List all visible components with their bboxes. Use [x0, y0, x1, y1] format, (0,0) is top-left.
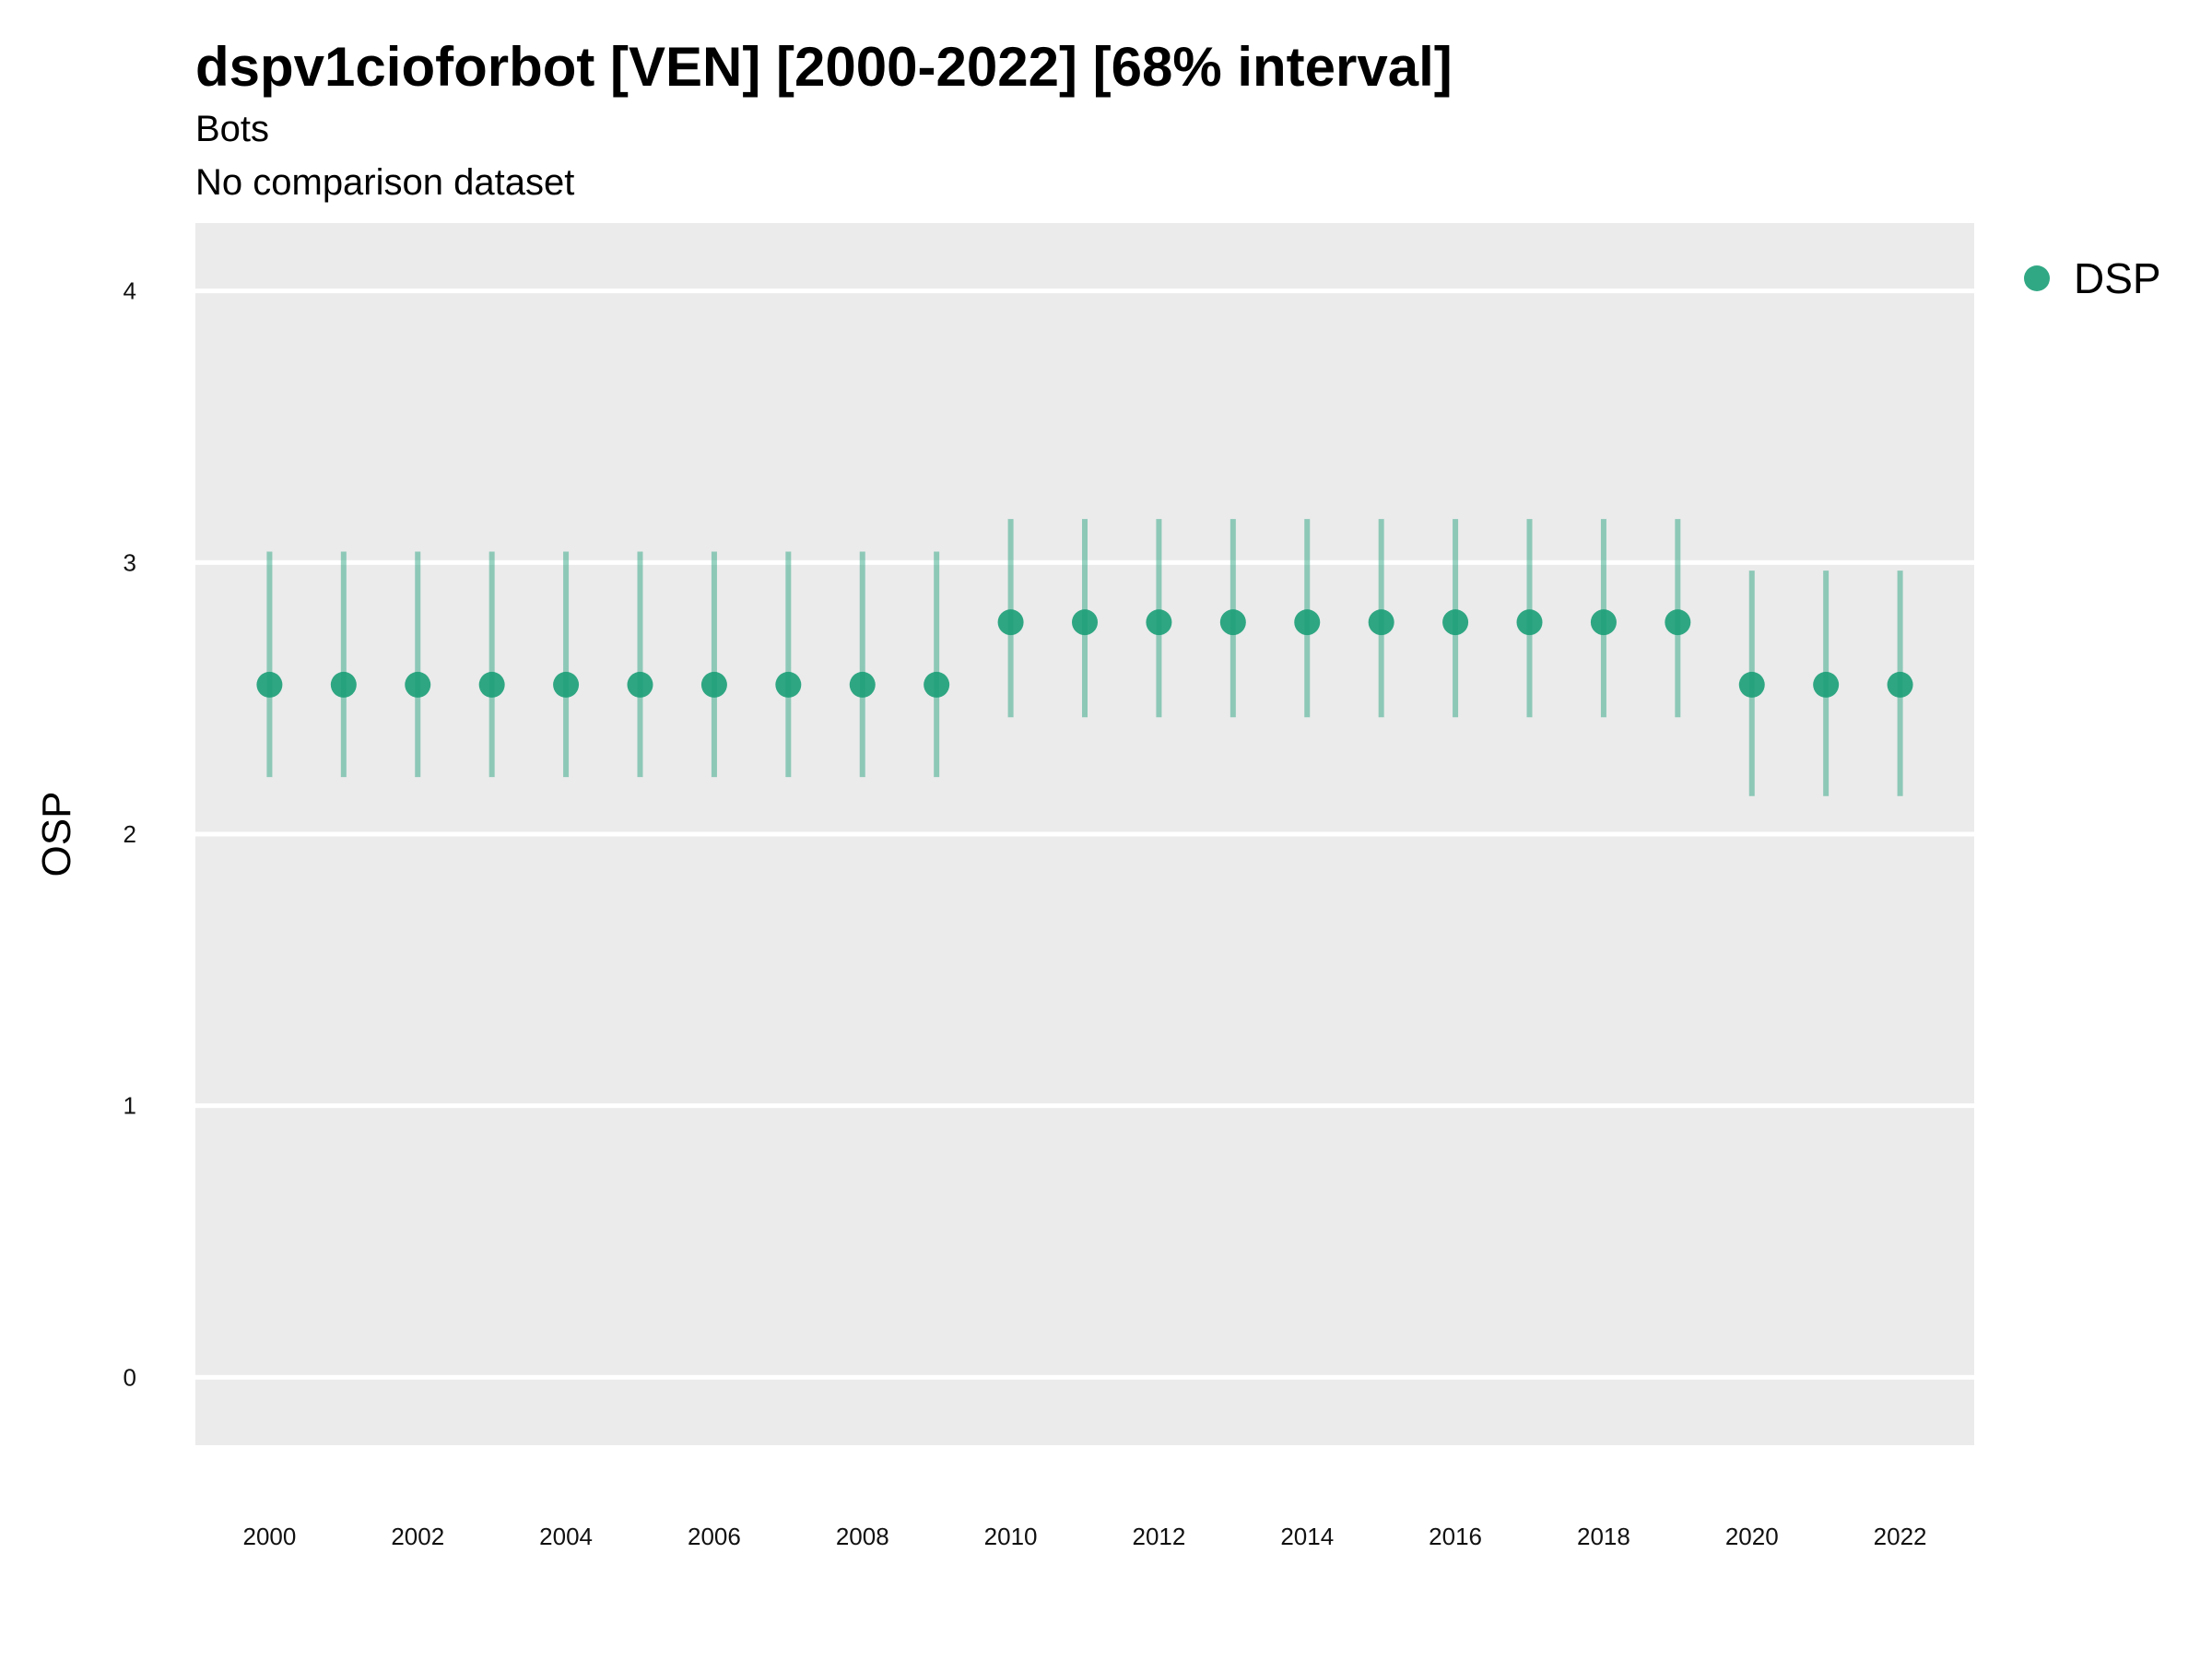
data-point-2018	[1590, 609, 1617, 636]
data-point-2016	[1442, 609, 1469, 636]
data-point-2011	[1072, 609, 1098, 636]
x-tick-label-2010: 2010	[984, 1523, 1038, 1550]
chart-caption: No comparison dataset	[195, 162, 575, 203]
data-point-2017	[1516, 609, 1543, 636]
data-point-2014	[1294, 609, 1321, 636]
x-tick-label-2014: 2014	[1280, 1523, 1334, 1550]
data-point-2013	[1219, 609, 1246, 636]
x-tick-label-2012: 2012	[1132, 1523, 1185, 1550]
data-point-2010	[997, 609, 1024, 636]
data-point-2012	[1146, 609, 1172, 636]
x-tick-label-2000: 2000	[242, 1523, 296, 1550]
y-tick-label-2: 2	[124, 820, 136, 848]
data-point-2019	[1665, 609, 1691, 636]
y-tick-label-4: 4	[124, 277, 136, 305]
data-point-2004	[553, 671, 580, 698]
y-tick-label-1: 1	[124, 1092, 136, 1120]
chart-title: dspv1cioforbot [VEN] [2000-2022] [68% in…	[195, 36, 1453, 98]
x-tick-label-2018: 2018	[1577, 1523, 1630, 1550]
x-tick-label-2006: 2006	[688, 1523, 741, 1550]
x-tick-label-2022: 2022	[1874, 1523, 1927, 1550]
data-point-2001	[330, 671, 357, 698]
data-point-2020	[1738, 671, 1765, 698]
data-point-2000	[256, 671, 283, 698]
data-point-2002	[405, 671, 431, 698]
chart-subtitle: Bots	[195, 109, 270, 149]
x-tick-label-2002: 2002	[391, 1523, 444, 1550]
x-tick-label-2020: 2020	[1725, 1523, 1779, 1550]
y-axis-label: OSP	[34, 792, 79, 877]
data-point-2007	[775, 671, 802, 698]
data-point-2015	[1368, 609, 1394, 636]
x-tick-label-2016: 2016	[1429, 1523, 1482, 1550]
legend-label-dsp: DSP	[2074, 254, 2161, 302]
y-tick-label-3: 3	[124, 548, 136, 576]
data-point-2005	[627, 671, 653, 698]
data-point-2008	[849, 671, 876, 698]
data-point-2022	[1887, 671, 1913, 698]
x-tick-label-2008: 2008	[836, 1523, 889, 1550]
y-tick-label-0: 0	[124, 1363, 136, 1391]
data-point-2003	[478, 671, 505, 698]
data-point-2006	[700, 671, 727, 698]
legend-key-dsp	[2024, 265, 2050, 291]
x-tick-label-2004: 2004	[539, 1523, 593, 1550]
data-point-2021	[1813, 671, 1840, 698]
data-point-2009	[924, 671, 950, 698]
